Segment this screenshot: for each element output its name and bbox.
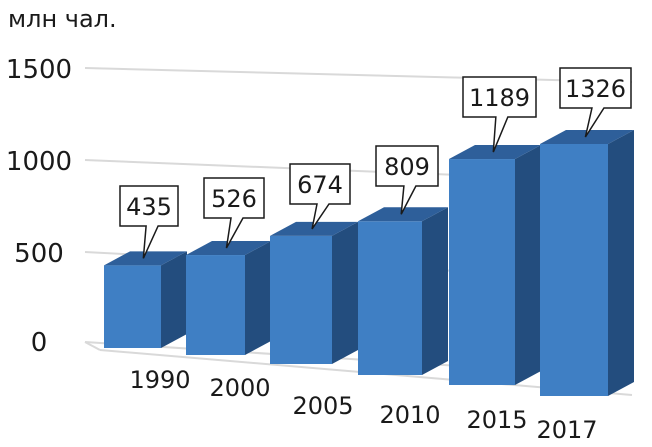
bars bbox=[104, 130, 634, 396]
bar-top bbox=[540, 130, 634, 144]
bar-top bbox=[358, 207, 448, 222]
x-tick-label: 2017 bbox=[536, 416, 597, 444]
bar-front bbox=[449, 159, 515, 385]
bar bbox=[358, 207, 448, 375]
bar-side bbox=[332, 221, 358, 364]
gridline bbox=[84, 67, 633, 83]
bar-side bbox=[245, 241, 271, 355]
data-label-callout: 809 bbox=[375, 145, 439, 215]
data-label-box bbox=[462, 76, 537, 153]
data-label-box bbox=[119, 185, 179, 259]
x-tick-label: 2000 bbox=[209, 374, 270, 402]
data-label-callout: 1189 bbox=[462, 76, 537, 153]
bar bbox=[186, 241, 271, 355]
data-label-box bbox=[203, 177, 265, 249]
bar bbox=[104, 251, 187, 348]
bar-side bbox=[515, 145, 541, 385]
bar-top bbox=[449, 145, 541, 160]
bar-front bbox=[270, 235, 332, 364]
data-label-box bbox=[289, 163, 351, 230]
x-tick-label: 2005 bbox=[292, 392, 353, 420]
data-label-callout: 435 bbox=[119, 185, 179, 259]
bar bbox=[270, 221, 358, 364]
data-label-callout: 674 bbox=[289, 163, 351, 230]
x-tick-label: 1990 bbox=[129, 366, 190, 394]
bar bbox=[449, 145, 541, 385]
data-label: 674 bbox=[297, 171, 343, 199]
data-label: 1189 bbox=[469, 84, 530, 112]
data-label-box bbox=[559, 67, 632, 138]
data-label: 1326 bbox=[565, 75, 626, 103]
bar-side bbox=[161, 251, 187, 348]
axis-ticks: 0 500 1000 1500 1990 2000 2005 2010 2015 2017 bbox=[6, 55, 598, 444]
bar-top bbox=[186, 241, 271, 256]
bar-front bbox=[104, 265, 161, 348]
y-tick-label: 500 bbox=[14, 239, 64, 269]
y-tick-label: 0 bbox=[31, 328, 48, 358]
x-tick-label: 2010 bbox=[379, 401, 440, 429]
data-label-box bbox=[375, 145, 439, 215]
bar-top bbox=[104, 251, 187, 266]
data-label: 526 bbox=[211, 185, 257, 213]
data-label: 435 bbox=[126, 193, 172, 221]
y-axis-unit-label: млн чал. bbox=[8, 5, 117, 33]
bar-top bbox=[270, 221, 358, 236]
floor-edge bbox=[84, 341, 101, 351]
bar-side bbox=[608, 130, 634, 396]
bar bbox=[540, 130, 634, 396]
bar-front bbox=[540, 144, 608, 396]
data-label: 809 bbox=[384, 153, 430, 181]
data-labels: 435 526 674 809 1189 1326 bbox=[119, 67, 632, 259]
y-tick-label: 1000 bbox=[6, 147, 72, 177]
data-label-callout: 1326 bbox=[559, 67, 632, 138]
y-tick-label: 1500 bbox=[6, 55, 72, 85]
data-label-callout: 526 bbox=[203, 177, 265, 249]
x-tick-label: 2015 bbox=[466, 406, 527, 434]
bar-front bbox=[358, 221, 422, 375]
bar-front bbox=[186, 255, 245, 355]
bar-side bbox=[422, 207, 448, 375]
